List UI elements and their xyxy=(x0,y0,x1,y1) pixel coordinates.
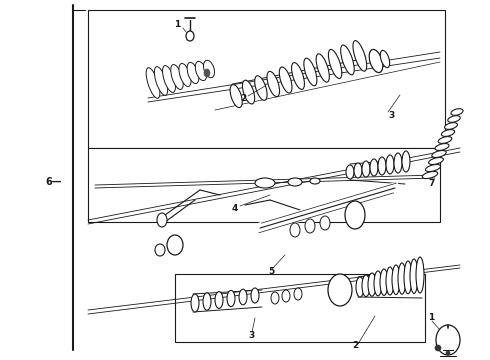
Ellipse shape xyxy=(292,63,304,89)
Ellipse shape xyxy=(196,61,207,81)
Ellipse shape xyxy=(386,267,394,295)
Ellipse shape xyxy=(362,275,370,297)
Text: 4: 4 xyxy=(232,203,238,212)
Ellipse shape xyxy=(294,288,302,300)
Ellipse shape xyxy=(432,150,446,157)
Ellipse shape xyxy=(425,165,441,171)
Bar xyxy=(175,274,425,342)
Ellipse shape xyxy=(155,244,165,256)
Ellipse shape xyxy=(203,293,211,310)
Ellipse shape xyxy=(378,157,386,175)
Ellipse shape xyxy=(230,85,242,108)
Ellipse shape xyxy=(227,291,235,307)
Ellipse shape xyxy=(171,64,183,89)
Ellipse shape xyxy=(157,213,167,227)
Ellipse shape xyxy=(402,151,410,172)
Ellipse shape xyxy=(435,144,449,150)
Text: 1: 1 xyxy=(428,314,434,323)
Bar xyxy=(88,10,445,148)
Ellipse shape xyxy=(271,292,279,304)
Ellipse shape xyxy=(146,68,160,98)
Ellipse shape xyxy=(167,235,183,255)
Ellipse shape xyxy=(394,153,402,173)
Ellipse shape xyxy=(239,289,247,305)
Text: 2: 2 xyxy=(352,342,358,351)
Ellipse shape xyxy=(345,201,365,229)
Ellipse shape xyxy=(267,71,279,97)
Text: 7: 7 xyxy=(428,179,434,188)
Bar xyxy=(0,0,73,360)
Ellipse shape xyxy=(380,50,390,68)
Ellipse shape xyxy=(354,163,362,178)
Ellipse shape xyxy=(204,69,210,77)
Ellipse shape xyxy=(186,31,194,41)
Ellipse shape xyxy=(448,116,460,122)
Ellipse shape xyxy=(316,54,329,82)
Ellipse shape xyxy=(374,271,382,296)
Ellipse shape xyxy=(203,60,215,78)
Ellipse shape xyxy=(255,76,267,100)
Ellipse shape xyxy=(154,67,168,95)
Ellipse shape xyxy=(279,67,292,93)
Ellipse shape xyxy=(346,165,354,179)
Ellipse shape xyxy=(429,157,443,165)
Ellipse shape xyxy=(251,288,259,303)
Ellipse shape xyxy=(451,109,463,115)
Ellipse shape xyxy=(290,223,300,237)
Ellipse shape xyxy=(438,136,452,143)
Ellipse shape xyxy=(305,219,315,233)
Ellipse shape xyxy=(310,178,320,184)
Ellipse shape xyxy=(435,345,441,351)
Text: 3: 3 xyxy=(248,330,254,339)
Bar xyxy=(88,148,440,222)
Ellipse shape xyxy=(341,45,354,75)
Ellipse shape xyxy=(404,261,412,294)
Ellipse shape xyxy=(356,277,364,297)
Ellipse shape xyxy=(446,351,450,355)
Ellipse shape xyxy=(328,49,342,78)
Text: 3: 3 xyxy=(388,111,394,120)
Ellipse shape xyxy=(353,41,367,71)
Ellipse shape xyxy=(320,216,330,230)
Text: 6—: 6— xyxy=(46,177,62,187)
Ellipse shape xyxy=(163,66,175,93)
Ellipse shape xyxy=(328,274,352,306)
Ellipse shape xyxy=(362,161,370,177)
Ellipse shape xyxy=(398,263,406,294)
Ellipse shape xyxy=(436,325,460,355)
Ellipse shape xyxy=(392,265,400,294)
Ellipse shape xyxy=(288,178,302,186)
Text: 1: 1 xyxy=(174,19,180,28)
Ellipse shape xyxy=(191,294,199,312)
Ellipse shape xyxy=(441,130,455,136)
Ellipse shape xyxy=(380,269,388,296)
Ellipse shape xyxy=(187,62,199,84)
Ellipse shape xyxy=(410,259,418,293)
Ellipse shape xyxy=(416,257,424,293)
Ellipse shape xyxy=(243,80,255,104)
Ellipse shape xyxy=(370,159,378,176)
Text: 2: 2 xyxy=(240,94,246,103)
Ellipse shape xyxy=(368,273,376,296)
Ellipse shape xyxy=(179,63,191,86)
Ellipse shape xyxy=(304,58,317,86)
Text: 5: 5 xyxy=(268,267,274,276)
Ellipse shape xyxy=(386,155,394,174)
Ellipse shape xyxy=(422,171,438,179)
Ellipse shape xyxy=(215,292,223,309)
Ellipse shape xyxy=(444,123,458,129)
Ellipse shape xyxy=(369,49,383,73)
Ellipse shape xyxy=(255,178,275,188)
Ellipse shape xyxy=(282,290,290,302)
